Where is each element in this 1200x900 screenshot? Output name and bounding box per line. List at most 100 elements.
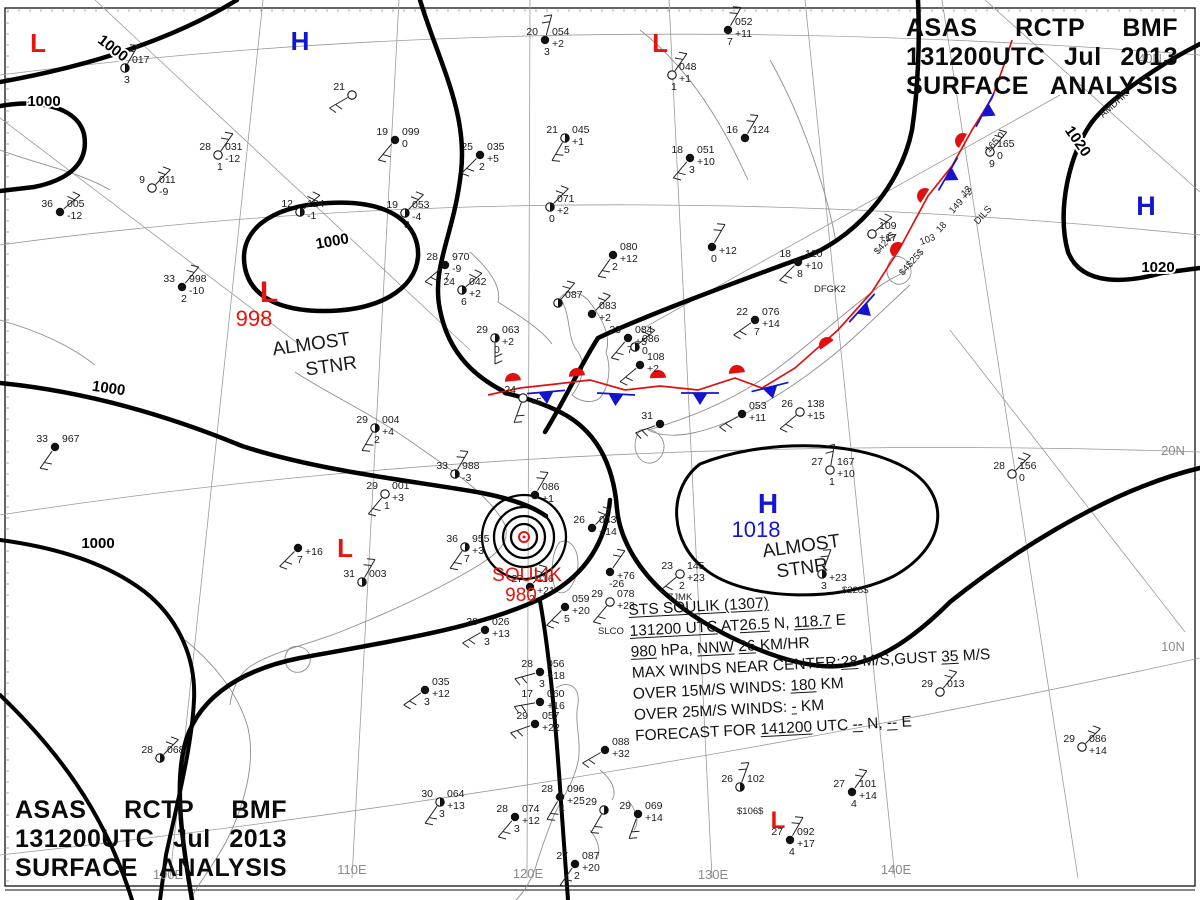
- station-value: 3: [539, 678, 545, 690]
- station-value: 23: [609, 324, 621, 336]
- station-value: +13: [492, 628, 510, 640]
- station-plot: 27 087+202: [556, 850, 600, 888]
- storm-info-box: STS SOULIK (1307) 131200 UTC AT26.5 N, 11…: [628, 580, 1015, 747]
- pressure-label: 980: [505, 585, 537, 606]
- station-value: +3: [472, 545, 484, 557]
- station-plot: +233: [817, 549, 847, 592]
- station-value: 29: [619, 800, 631, 812]
- station-plot: 29: [585, 796, 609, 834]
- station-value: 1: [217, 161, 223, 173]
- pressure-label: L: [652, 28, 668, 58]
- ship-callsign: DFGK2: [814, 284, 846, 295]
- station-value: +4: [382, 426, 394, 438]
- station-value: +2: [502, 336, 514, 348]
- grid-label: 130E: [698, 867, 729, 882]
- station-plot: 25 035+52: [461, 141, 505, 177]
- ship-callsign: $4$25$: [897, 247, 927, 278]
- station-plot: 30 064+133: [421, 788, 465, 826]
- station-value: 18: [671, 144, 683, 156]
- station-value: -9: [452, 263, 461, 275]
- station-plot: 21: [329, 81, 357, 114]
- station-value: 1: [384, 500, 390, 512]
- station-value: 27: [511, 573, 523, 585]
- station-value: 086: [542, 481, 560, 493]
- station-plot: 088+32: [582, 736, 630, 769]
- station-value: 108: [647, 351, 665, 363]
- station-value: 5: [564, 144, 570, 156]
- station-value: +11: [735, 28, 752, 40]
- station-value: 004: [382, 414, 400, 426]
- station-value: -9: [159, 186, 168, 198]
- station-plot: 28 068: [141, 736, 185, 763]
- station-value: 053: [412, 199, 430, 211]
- station-value: 120: [805, 248, 823, 260]
- station-value: 0: [494, 344, 500, 356]
- station-value: +14: [1089, 745, 1107, 757]
- station-plot: 080+122: [597, 241, 638, 279]
- station-value: 054: [552, 26, 570, 38]
- station-value: 3: [821, 580, 827, 592]
- station-plot: 109+17: [867, 213, 897, 244]
- station-value: +11: [749, 412, 766, 424]
- station-value: 078: [617, 588, 635, 600]
- station-plot: 048+11: [667, 51, 697, 93]
- station-value: 001: [392, 480, 410, 492]
- station-value: +2: [552, 38, 564, 50]
- station-value: +1: [542, 493, 554, 505]
- station-value: 4: [789, 846, 795, 858]
- station-value: +17: [879, 232, 897, 244]
- station-value: 21: [333, 81, 345, 93]
- station-value: -4: [412, 211, 421, 223]
- station-plot: 27 092+174: [771, 816, 815, 858]
- station-value: +14: [859, 790, 877, 802]
- pressure-label: L: [30, 28, 46, 58]
- station-plot: 108+2: [619, 351, 665, 386]
- station-plot: 9 011-9: [139, 166, 176, 198]
- station-value: 33: [36, 433, 48, 445]
- station-value: +16: [547, 700, 565, 712]
- station-value: 33: [436, 460, 448, 472]
- grid-label: 40N: [1138, 51, 1162, 66]
- station-value: 7: [297, 554, 303, 566]
- station-value: +10: [805, 260, 823, 272]
- station-value: +25: [567, 795, 585, 807]
- station-value: 3: [439, 808, 445, 820]
- station-value: 0: [549, 213, 555, 225]
- station-value: 24: [443, 276, 455, 288]
- title-line-1: ASAS RCTP BMF: [15, 796, 287, 824]
- station-value: 21: [546, 124, 558, 136]
- station-value: 1: [671, 81, 677, 93]
- map-frame: [4, 7, 1196, 891]
- station-value: 3: [404, 219, 410, 231]
- title-line-3: SURFACE ANALYSIS: [906, 72, 1178, 100]
- grid-label: 140E: [881, 862, 912, 877]
- station-value: +18: [547, 670, 565, 682]
- isobar-value: 1000: [27, 93, 60, 110]
- station-value: 063: [502, 324, 520, 336]
- pressure-label: SOULIK: [492, 565, 562, 586]
- pressure-label: H: [758, 488, 778, 519]
- station-value: +15: [807, 410, 825, 422]
- station-plot: 26 138+15: [779, 398, 825, 433]
- station-value: 0: [402, 138, 408, 150]
- station-plot: 24 042+26: [443, 269, 487, 308]
- station-plot: 28 031-121: [199, 131, 243, 173]
- station-value: 2: [612, 261, 618, 273]
- station-value: 31: [343, 568, 355, 580]
- title-line-2: 131200UTC Jul 2013: [906, 43, 1178, 71]
- station-value: 060: [547, 688, 565, 700]
- station-plot: 20 054+23: [526, 14, 570, 58]
- station-value: 2: [181, 293, 187, 305]
- title-line-1: ASAS RCTP BMF: [906, 14, 1178, 42]
- station-value: 7: [627, 344, 633, 356]
- station-value: 36: [446, 533, 458, 545]
- station-plot: 36 005-12: [41, 191, 85, 222]
- station-value: +10: [837, 468, 855, 480]
- station-value: +22: [542, 722, 560, 734]
- station-value: 145: [687, 560, 705, 572]
- station-value: 051: [697, 144, 715, 156]
- station-value: 2: [574, 870, 580, 882]
- station-value: 101: [859, 778, 877, 790]
- station-plot: 29 013: [921, 669, 965, 697]
